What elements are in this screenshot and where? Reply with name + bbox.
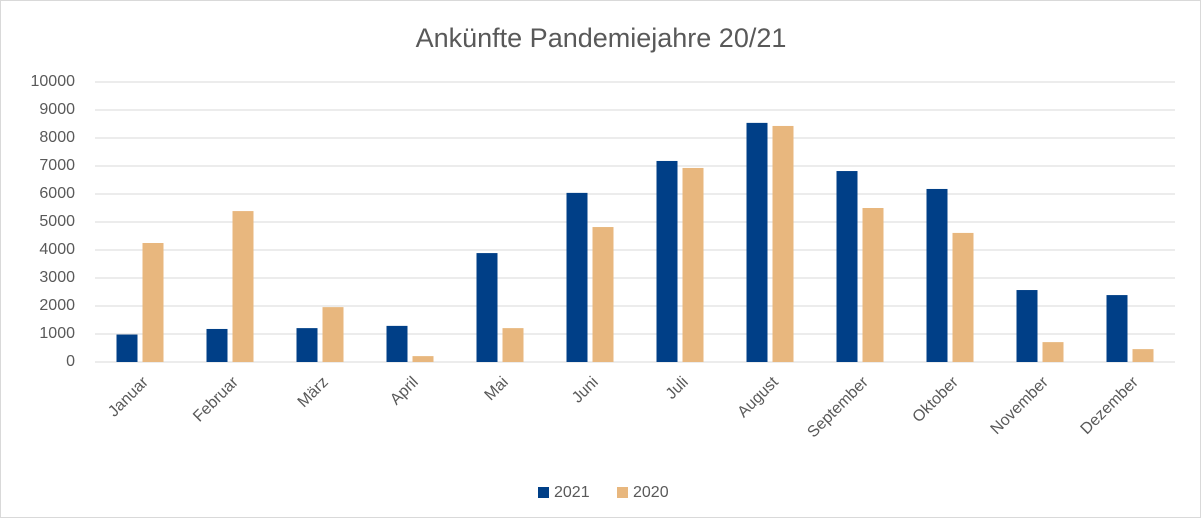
bar <box>1042 342 1064 362</box>
bar <box>926 188 948 362</box>
bar <box>142 243 164 362</box>
bar <box>862 208 884 362</box>
y-tick-label: 0 <box>66 353 75 370</box>
y-tick-label: 1000 <box>39 325 75 342</box>
legend-swatch <box>538 487 549 498</box>
bar <box>502 328 524 362</box>
bar <box>592 227 614 362</box>
bar <box>952 232 974 362</box>
bar <box>682 167 704 362</box>
bar <box>232 211 254 362</box>
y-tick-label: 3000 <box>39 269 75 286</box>
y-tick-label: 6000 <box>39 185 75 202</box>
bar <box>1016 290 1038 362</box>
bar <box>1106 295 1128 362</box>
y-tick-label: 5000 <box>39 213 75 230</box>
y-tick-label: 2000 <box>39 297 75 314</box>
y-tick-label: 8000 <box>39 129 75 146</box>
y-tick-label: 10000 <box>31 73 76 90</box>
bar <box>746 122 768 362</box>
bar <box>656 160 678 362</box>
bar <box>1132 349 1154 362</box>
bar <box>772 125 794 363</box>
legend-swatch <box>617 487 628 498</box>
legend-label: 2021 <box>554 484 590 501</box>
y-tick-label: 7000 <box>39 157 75 174</box>
y-tick-label: 4000 <box>39 241 75 258</box>
bar <box>476 253 498 362</box>
bar <box>322 307 344 362</box>
bar <box>836 171 858 362</box>
bar <box>412 356 434 362</box>
y-tick-label: 9000 <box>39 101 75 118</box>
bar <box>386 325 408 362</box>
bar <box>116 334 138 362</box>
bar <box>296 328 318 362</box>
chart-title: Ankünfte Pandemiejahre 20/21 <box>416 23 787 53</box>
bar <box>206 328 228 362</box>
bar <box>566 192 588 362</box>
legend-label: 2020 <box>633 484 669 501</box>
